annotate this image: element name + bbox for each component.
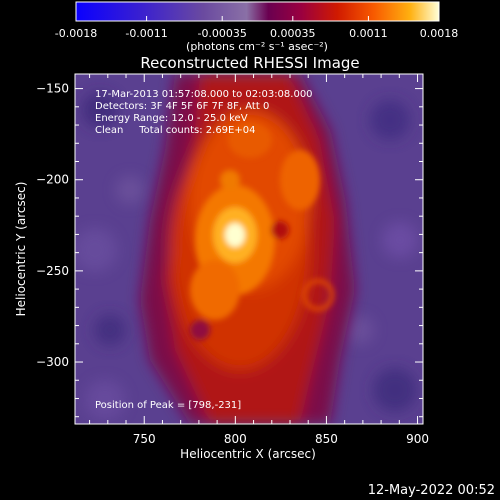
- x-tick-label: 850: [315, 432, 338, 446]
- annotation-detectors: Detectors: 3F 4F 5F 6F 7F 8F, Att 0: [95, 101, 269, 112]
- y-axis-ticks: −300 −250 −200 −150: [36, 82, 423, 418]
- timestamp: 12-May-2022 00:52: [368, 483, 495, 498]
- annotation-energy-range: Energy Range: 12.0 - 25.0 keV: [95, 113, 248, 124]
- colorbar: [75, 1, 440, 22]
- x-tick-label: 900: [406, 432, 429, 446]
- colorbar-tick-label: 0.00035: [270, 27, 316, 40]
- colorbar-unit-label: (photons cm⁻² s⁻¹ asec⁻²): [186, 40, 328, 53]
- plot-title: Reconstructed RHESSI Image: [140, 54, 359, 72]
- y-tick-label: −200: [36, 173, 69, 187]
- y-tick-label: −250: [36, 264, 69, 278]
- plot-frame: [74, 73, 424, 425]
- annotation-clean-counts: Clean Total counts: 2.69E+04: [95, 125, 255, 136]
- y-tick-label: −300: [36, 355, 69, 369]
- annotation-peak-position: Position of Peak = [798,-231]: [95, 400, 241, 411]
- x-axis-ticks: 750 800 850 900: [89, 74, 429, 446]
- x-axis-label: Heliocentric X (arcsec): [180, 447, 316, 461]
- y-tick-label: −150: [36, 82, 69, 96]
- annotation-time-range: 17-Mar-2013 01:57:08.000 to 02:03:08.000: [95, 89, 313, 100]
- colorbar-tick-label: 0.0018: [420, 27, 459, 40]
- colorbar-tick-label: -0.0011: [125, 27, 167, 40]
- x-tick-label: 800: [224, 432, 247, 446]
- y-axis-label: Heliocentric Y (arcsec): [14, 182, 28, 317]
- colorbar-tick-label: 0.0011: [349, 27, 388, 40]
- colorbar-ticks: -0.0018 -0.0011 -0.00035 0.00035 0.0011 0.001…: [55, 16, 458, 40]
- colorbar-tick-label: -0.00035: [197, 27, 246, 40]
- heatmap-image: [75, 74, 423, 424]
- x-tick-label: 750: [133, 432, 156, 446]
- colorbar-tick-label: -0.0018: [55, 27, 97, 40]
